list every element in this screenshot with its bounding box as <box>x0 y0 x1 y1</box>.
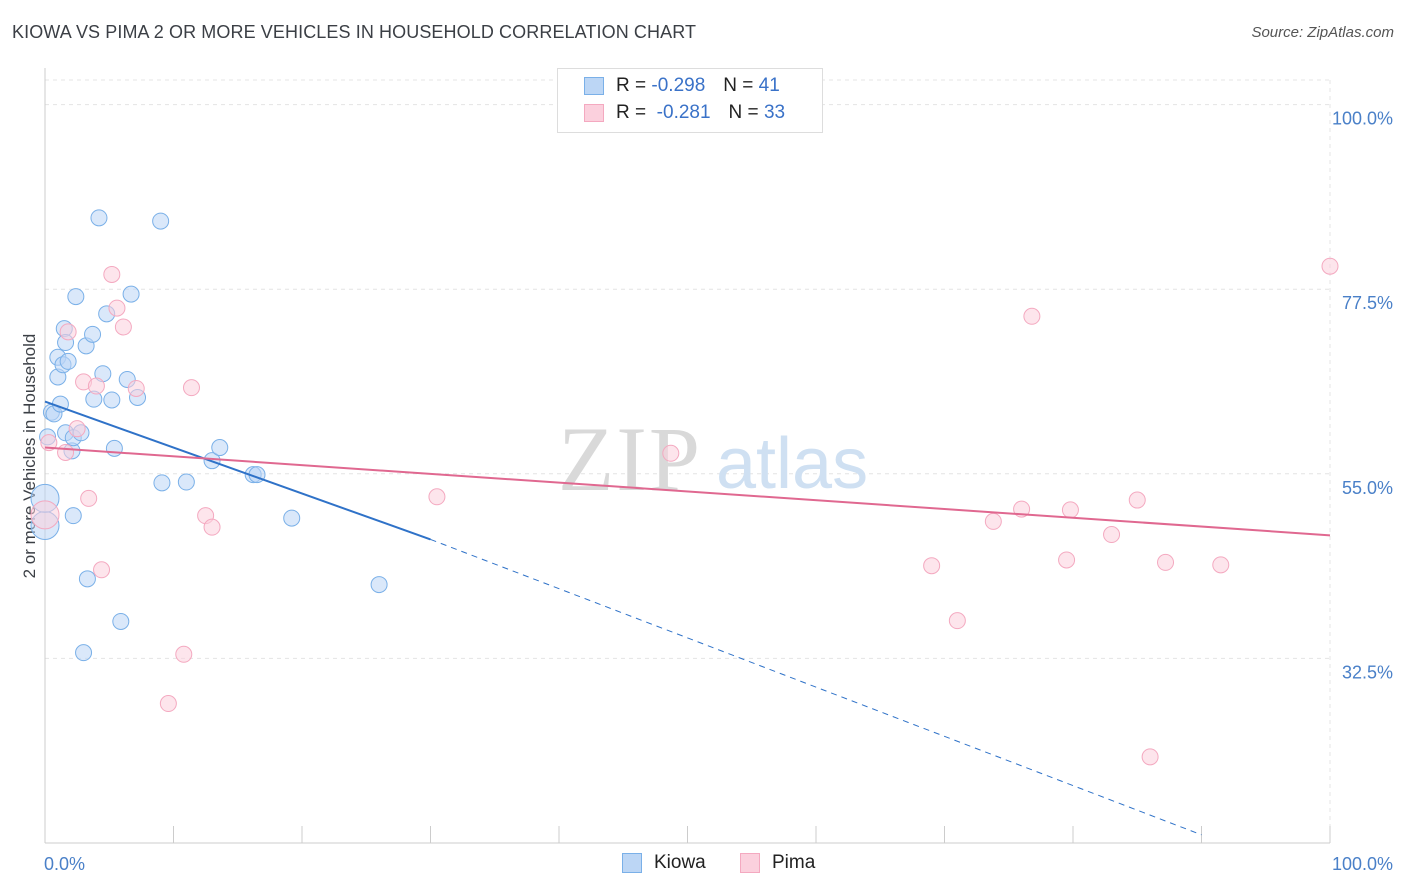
pima-point <box>175 645 193 663</box>
y-tick-label: 77.5% <box>1342 293 1393 313</box>
kiowa-point <box>370 576 388 594</box>
pima-point <box>87 377 105 395</box>
pima-point <box>1212 556 1230 574</box>
pima-swatch <box>584 104 604 122</box>
kiowa-point <box>283 509 301 527</box>
pima-point <box>159 695 177 713</box>
pima-point <box>662 444 680 462</box>
y-tick-label: 100.0% <box>1332 109 1393 129</box>
pima-point <box>1141 748 1159 766</box>
kiowa-trend-extension <box>430 538 1202 836</box>
pima-r-value: -0.281 <box>656 102 711 123</box>
pima-legend-label: Pima <box>772 852 816 873</box>
kiowa-point <box>67 288 85 306</box>
x-tick-label-end: 100.0% <box>1332 854 1393 874</box>
chart-title: KIOWA VS PIMA 2 OR MORE VEHICLES IN HOUS… <box>12 22 697 42</box>
kiowa-legend-swatch <box>622 853 642 873</box>
axes <box>44 68 1331 844</box>
pima-point <box>984 512 1002 530</box>
kiowa-point <box>122 285 140 303</box>
kiowa-point <box>152 212 170 230</box>
pima-n-value: 33 <box>763 102 786 123</box>
pima-point <box>103 265 121 283</box>
pima-n-label: N = <box>728 102 759 123</box>
kiowa-point <box>78 570 96 588</box>
legend-row-pima: R = -0.281 N = 33 <box>584 102 785 124</box>
source-label: Source: ZipAtlas.com <box>1251 24 1394 41</box>
tick-labels: 100.0% 77.5% 55.0% 32.5% 0.0% 100.0% <box>44 109 1393 874</box>
legend-row-kiowa: R = -0.298 N = 41 <box>584 75 780 97</box>
watermark-atlas: atlas <box>716 424 868 504</box>
pima-point <box>1157 553 1175 571</box>
kiowa-point <box>153 474 171 492</box>
pima-point <box>127 379 145 397</box>
kiowa-r-label: R = <box>616 75 647 96</box>
pima-point <box>1058 551 1076 569</box>
kiowa-points <box>30 209 388 662</box>
pima-r-label: R = <box>616 102 647 123</box>
kiowa-point <box>177 473 195 491</box>
pima-point <box>93 561 111 579</box>
trend-lines <box>44 400 1331 836</box>
pima-point <box>1321 257 1339 275</box>
pima-point <box>80 489 98 507</box>
bottom-legend-pima: Pima <box>740 852 815 874</box>
kiowa-swatch <box>584 77 604 95</box>
pima-point <box>68 420 86 438</box>
kiowa-point <box>90 209 108 227</box>
kiowa-trend-line <box>44 400 431 541</box>
pima-point <box>114 318 132 336</box>
pima-point <box>1128 491 1146 509</box>
pima-point <box>428 488 446 506</box>
pima-point <box>57 443 75 461</box>
kiowa-point <box>84 325 102 343</box>
pima-trend-line <box>44 446 1331 537</box>
pima-point <box>59 323 77 341</box>
pima-point <box>203 518 221 536</box>
kiowa-n-value: 41 <box>758 75 780 96</box>
pima-point <box>182 379 200 397</box>
kiowa-point <box>75 644 93 662</box>
pima-point <box>1023 307 1041 325</box>
correlation-legend: R = -0.298 N = 41 R = -0.281 N = 33 <box>557 68 823 133</box>
pima-point <box>40 434 58 452</box>
y-tick-label: 55.0% <box>1342 478 1393 498</box>
kiowa-point <box>103 391 121 409</box>
kiowa-point <box>105 439 123 457</box>
pima-point <box>108 299 126 317</box>
y-tick-label: 32.5% <box>1342 662 1393 682</box>
pima-point <box>948 612 966 630</box>
pima-points <box>30 257 1339 766</box>
pima-point <box>30 500 60 530</box>
pima-legend-swatch <box>740 853 760 873</box>
kiowa-r-value: -0.298 <box>651 75 706 96</box>
watermark: ZIP atlas <box>558 408 868 510</box>
x-tick-label-start: 0.0% <box>44 854 85 874</box>
kiowa-legend-label: Kiowa <box>654 852 706 873</box>
kiowa-point <box>211 439 229 457</box>
kiowa-point <box>64 507 82 525</box>
kiowa-n-label: N = <box>723 75 754 96</box>
watermark-zip: ZIP <box>558 408 702 510</box>
kiowa-point <box>59 352 77 370</box>
kiowa-point <box>112 612 130 630</box>
pima-point <box>923 557 941 575</box>
pima-point <box>1061 501 1079 519</box>
pima-point <box>1103 526 1121 544</box>
bottom-legend-kiowa: Kiowa <box>622 852 706 874</box>
